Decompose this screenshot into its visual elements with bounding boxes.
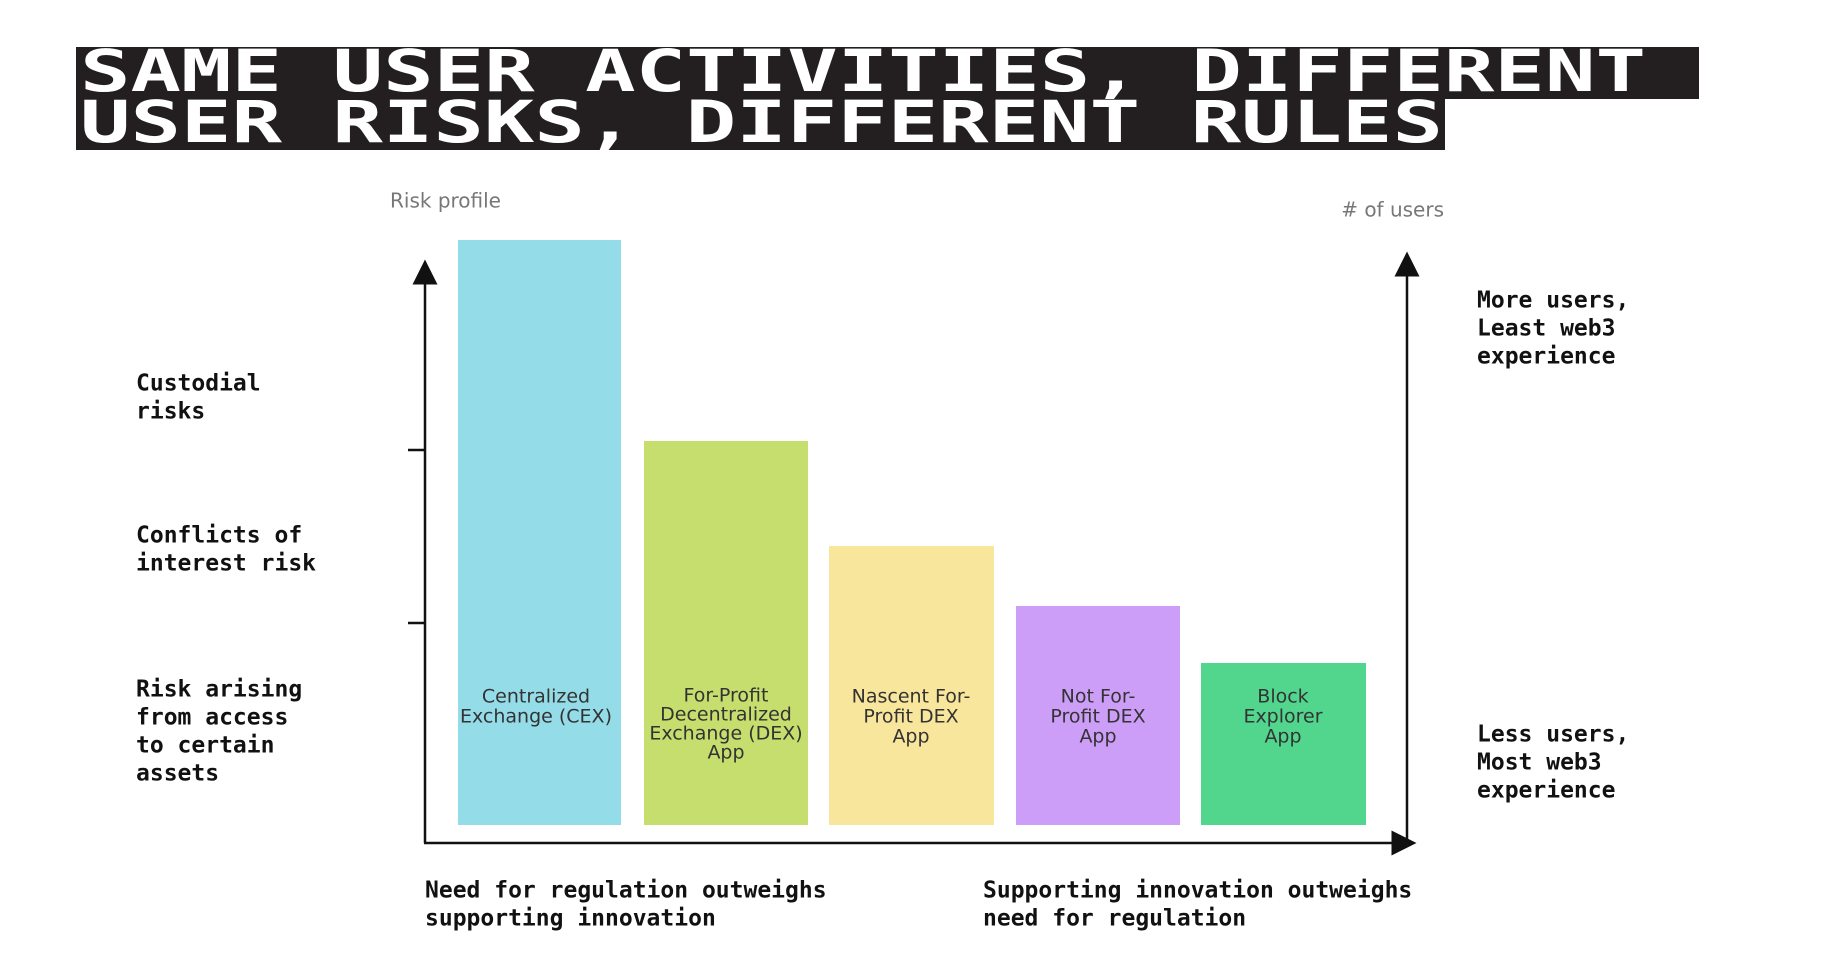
users-label: Less users,	[1477, 722, 1629, 748]
bar-label: Centralized	[482, 686, 590, 708]
risk-band-label: risks	[136, 399, 205, 425]
bar	[644, 441, 808, 825]
users-label: More users,	[1477, 288, 1629, 314]
bar-label: App	[1079, 726, 1116, 748]
bar-label: App	[1264, 726, 1301, 748]
risk-band-label: from access	[136, 705, 288, 731]
bar-label: Decentralized	[660, 704, 792, 726]
risk-band-label: Conflicts of	[136, 523, 302, 549]
left-axis-label: Risk profile	[390, 189, 501, 213]
bar	[1201, 663, 1366, 825]
bottom-label: Supporting innovation outweighs	[983, 878, 1412, 904]
bar	[829, 546, 994, 825]
risk-band-label: interest risk	[136, 551, 316, 577]
bar-label: Nascent For-	[852, 686, 971, 708]
risk-band-label: assets	[136, 761, 219, 787]
bottom-label: supporting innovation	[425, 906, 716, 932]
bar-label: For-Profit	[684, 685, 769, 707]
bar-label: App	[707, 742, 744, 764]
users-label: Most web3	[1477, 750, 1602, 776]
title-band	[76, 99, 1445, 150]
bar-label: Exchange (DEX)	[649, 723, 802, 745]
users-label: Least web3	[1477, 316, 1615, 342]
bar-label: Profit DEX	[1050, 706, 1145, 728]
risk-band-label: Risk arising	[136, 677, 302, 703]
bar-label: Block	[1257, 686, 1308, 708]
bar-label: Not For-	[1061, 686, 1136, 708]
risk-band-label: Custodial	[136, 371, 261, 397]
bar-label: Explorer	[1243, 706, 1322, 728]
bar	[458, 240, 621, 825]
bottom-label: Need for regulation outweighs	[425, 878, 827, 904]
bar-label: Profit DEX	[863, 706, 958, 728]
bar	[1016, 606, 1180, 825]
title: SAME USER ACTIVITIES, DIFFERENT	[80, 37, 1646, 105]
right-axis-label: # of users	[1341, 198, 1444, 222]
users-label: experience	[1477, 344, 1615, 370]
users-label: experience	[1477, 778, 1615, 804]
bottom-label: need for regulation	[983, 906, 1246, 932]
bar-label: Exchange (CEX)	[460, 706, 612, 728]
risk-band-label: to certain	[136, 733, 274, 759]
title: USER RISKS, DIFFERENT RULES	[80, 88, 1443, 156]
title-band	[76, 47, 1699, 99]
bar-label: App	[892, 726, 929, 748]
